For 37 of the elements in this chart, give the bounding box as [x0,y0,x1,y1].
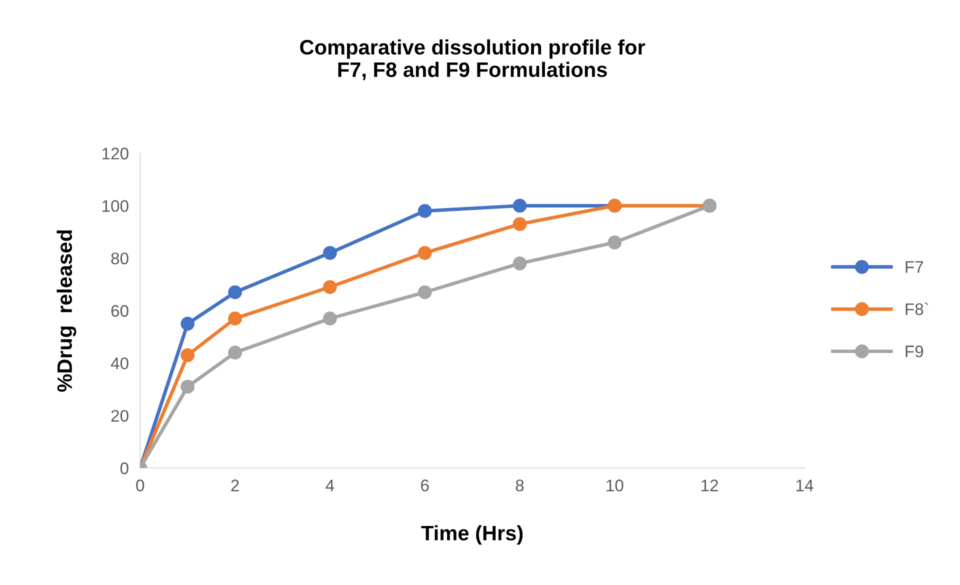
y-tick-label: 40 [110,357,128,370]
point [323,246,337,260]
point [180,316,195,331]
x-tick-label: 8 [516,480,524,492]
point [323,312,337,326]
y-tick-label: 60 [111,305,128,317]
legend-label: F9 [906,346,924,358]
point [180,380,195,394]
y-tick-label: 20 [111,410,128,422]
point [608,236,622,250]
point [418,204,432,218]
point [228,346,242,360]
point [180,348,195,362]
point [228,312,242,326]
point [512,256,527,270]
point [228,285,242,300]
point [512,217,527,232]
point [323,280,337,294]
x-axis-title: Time (Hrs) [421,525,523,545]
x-tick-label: 10 [606,480,624,492]
x-tick-label: 6 [421,480,429,492]
y-tick-label: 80 [111,252,128,264]
y-tick-label: 0 [120,462,128,474]
chart-title: Comparative dissolution profile for F7, F8 and F9 Formulations [300,39,646,80]
y-tick-label: 100 [102,200,128,212]
point [512,198,527,213]
x-tick-label: 0 [136,480,144,492]
point [418,246,432,260]
x-tick-label: 2 [231,480,239,492]
x-tick-label: 12 [702,480,718,492]
x-tick-label: 4 [326,480,334,492]
point [418,285,432,300]
y-tick-label: 120 [102,148,128,160]
y-axis-title: %Drug released [56,230,76,392]
x-tick-label: 14 [796,480,814,492]
legend-label: F8` [906,302,928,316]
legend-label: F7 [906,261,924,273]
